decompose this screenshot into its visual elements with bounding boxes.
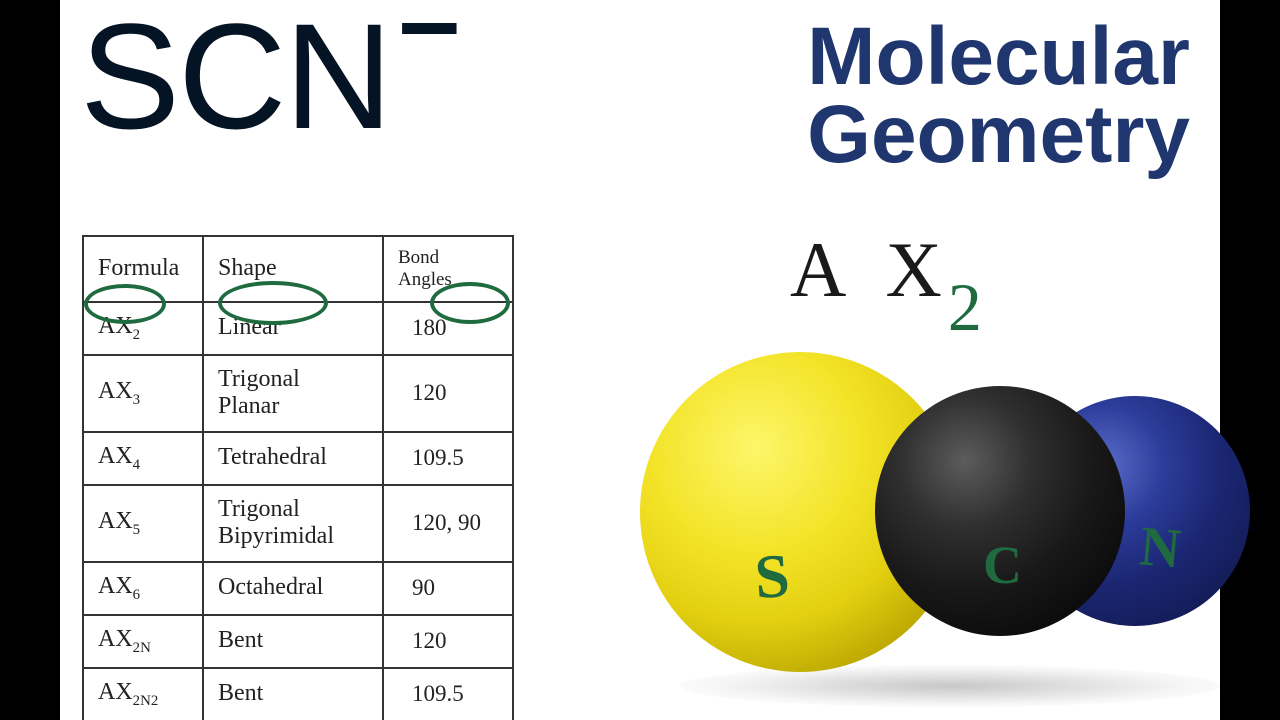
cell-angles: 120 — [383, 355, 513, 432]
table-row: AX2Linear180 — [83, 302, 513, 355]
table-row: AX2NBent120 — [83, 615, 513, 668]
cell-formula: AX3 — [83, 355, 203, 432]
cell-formula: AX2 — [83, 302, 203, 355]
cell-shape: Tetrahedral — [203, 432, 383, 485]
col-formula: Formula — [83, 236, 203, 302]
letterbox-left — [0, 0, 60, 720]
title-line-2: Geometry — [807, 96, 1190, 174]
atom-label-n: N — [1137, 514, 1183, 581]
axn-annotation: A X2 — [790, 225, 982, 315]
cell-formula: AX5 — [83, 485, 203, 562]
atom-label-c: C — [983, 534, 1022, 596]
cell-angles: 109.5 — [383, 668, 513, 720]
cell-angles: 90 — [383, 562, 513, 615]
formula-charge: – — [399, 0, 458, 82]
cell-shape: TrigonalPlanar — [203, 355, 383, 432]
cell-angles: 120 — [383, 615, 513, 668]
atom-carbon: C — [875, 386, 1125, 636]
table-row: AX5TrigonalBipyrimidal120, 90 — [83, 485, 513, 562]
page-title: Molecular Geometry — [807, 18, 1190, 174]
cell-shape: Bent — [203, 615, 383, 668]
cell-formula: AX6 — [83, 562, 203, 615]
col-angles: Bond Angles — [383, 236, 513, 302]
geometry-table: Formula Shape Bond Angles AX2Linear180AX… — [82, 235, 514, 720]
chemical-formula: SCN– — [80, 0, 458, 163]
cell-formula: AX4 — [83, 432, 203, 485]
formula-base: SCN — [80, 0, 391, 160]
col-shape: Shape — [203, 236, 383, 302]
molecule-shadow — [680, 665, 1220, 707]
molecule-model: S N C — [640, 330, 1240, 710]
cell-shape: Bent — [203, 668, 383, 720]
table-row: AX2N2Bent109.5 — [83, 668, 513, 720]
cell-shape: Linear — [203, 302, 383, 355]
cell-angles: 180 — [383, 302, 513, 355]
content-canvas: SCN– Molecular Geometry A X2 S N C Formu… — [60, 0, 1220, 720]
cell-formula: AX2N — [83, 615, 203, 668]
atom-label-s: S — [753, 541, 792, 614]
table-header-row: Formula Shape Bond Angles — [83, 236, 513, 302]
table-row: AX3TrigonalPlanar120 — [83, 355, 513, 432]
cell-shape: TrigonalBipyrimidal — [203, 485, 383, 562]
cell-angles: 109.5 — [383, 432, 513, 485]
cell-shape: Octahedral — [203, 562, 383, 615]
table-row: AX4Tetrahedral109.5 — [83, 432, 513, 485]
title-line-1: Molecular — [807, 18, 1190, 96]
cell-angles: 120, 90 — [383, 485, 513, 562]
table-row: AX6Octahedral90 — [83, 562, 513, 615]
cell-formula: AX2N2 — [83, 668, 203, 720]
axn-base: A X — [790, 226, 954, 313]
